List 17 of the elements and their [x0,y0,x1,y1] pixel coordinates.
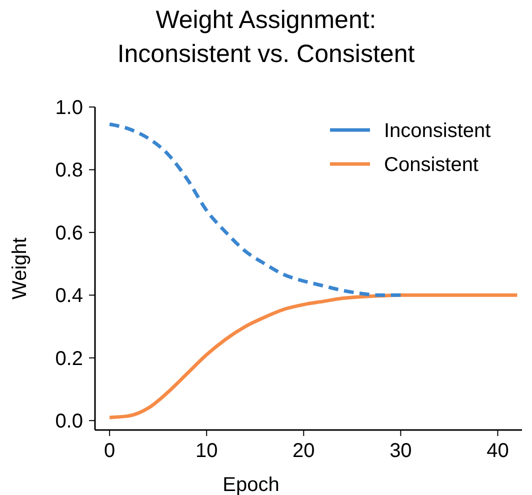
x-tick-label: 20 [292,440,315,462]
x-tick-label: 0 [104,440,116,462]
y-axis-title: Weight [9,237,31,300]
y-tick-label: 0.0 [55,410,83,433]
x-tick-label: 10 [195,440,218,462]
x-axis-title: Epoch [222,474,280,495]
x-tick-label: 30 [390,440,412,462]
legend-label: Inconsistent [384,120,492,142]
legend-label: Consistent [384,154,479,176]
line-series [108,293,519,420]
x-tick-label: 40 [486,440,509,462]
y-tick-label: 0.6 [55,222,83,244]
y-tick-label: 0.4 [55,285,83,308]
y-tick-label: 1.0 [55,97,83,119]
chart-title: Weight Assignment: Inconsistent vs. Consistent [117,6,415,68]
y-tick-label: 0.2 [55,348,83,370]
y-tick-label: 0.8 [55,160,83,182]
